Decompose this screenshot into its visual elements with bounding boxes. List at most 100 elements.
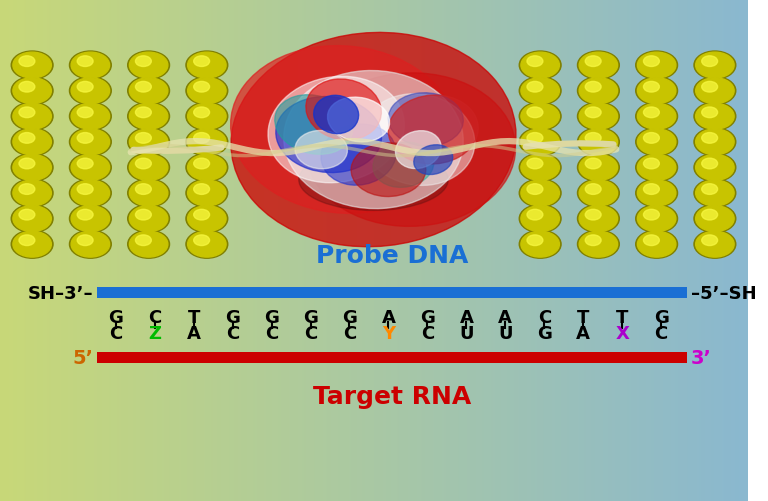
Circle shape — [752, 103, 768, 131]
Circle shape — [71, 104, 110, 130]
Circle shape — [127, 154, 170, 182]
Circle shape — [127, 78, 170, 106]
Circle shape — [135, 133, 151, 144]
Circle shape — [702, 108, 717, 118]
Circle shape — [754, 130, 768, 155]
Circle shape — [521, 206, 559, 232]
Ellipse shape — [414, 145, 453, 175]
Circle shape — [702, 133, 717, 144]
Circle shape — [578, 205, 619, 233]
Circle shape — [760, 57, 768, 67]
Circle shape — [521, 130, 559, 155]
Text: C: C — [538, 309, 551, 327]
Text: C: C — [148, 309, 161, 327]
Circle shape — [585, 210, 601, 220]
Circle shape — [194, 235, 210, 246]
Circle shape — [696, 104, 734, 130]
Ellipse shape — [389, 94, 463, 147]
Ellipse shape — [230, 47, 457, 214]
Circle shape — [19, 184, 35, 195]
Ellipse shape — [313, 96, 359, 134]
Ellipse shape — [351, 143, 425, 197]
Circle shape — [69, 230, 111, 259]
Circle shape — [13, 206, 51, 232]
Circle shape — [194, 57, 210, 67]
Circle shape — [637, 130, 676, 155]
Circle shape — [754, 206, 768, 232]
Circle shape — [702, 159, 717, 169]
Circle shape — [13, 181, 51, 206]
Bar — [97, 288, 687, 299]
Circle shape — [135, 82, 151, 93]
Ellipse shape — [231, 34, 516, 247]
Circle shape — [187, 232, 226, 258]
Circle shape — [519, 230, 561, 259]
Circle shape — [13, 155, 51, 181]
Circle shape — [135, 159, 151, 169]
Circle shape — [578, 154, 619, 182]
Circle shape — [194, 159, 210, 169]
Circle shape — [637, 104, 676, 130]
Text: A: A — [459, 309, 473, 327]
Circle shape — [696, 130, 734, 155]
Circle shape — [71, 53, 110, 79]
Circle shape — [702, 235, 717, 246]
Text: A: A — [187, 325, 200, 343]
Circle shape — [194, 108, 210, 118]
Text: A: A — [576, 325, 590, 343]
Circle shape — [585, 235, 601, 246]
Circle shape — [12, 230, 53, 259]
Ellipse shape — [306, 74, 515, 227]
Circle shape — [754, 181, 768, 206]
Text: U: U — [498, 325, 512, 343]
Circle shape — [585, 57, 601, 67]
Circle shape — [521, 232, 559, 258]
Ellipse shape — [268, 77, 404, 183]
Circle shape — [12, 103, 53, 131]
Circle shape — [186, 129, 228, 157]
Circle shape — [127, 179, 170, 207]
Circle shape — [13, 232, 51, 258]
Circle shape — [696, 206, 734, 232]
Circle shape — [521, 181, 559, 206]
Circle shape — [519, 78, 561, 106]
Text: C: C — [265, 325, 278, 343]
Circle shape — [636, 78, 677, 106]
Circle shape — [12, 154, 53, 182]
Circle shape — [127, 230, 170, 259]
Circle shape — [585, 159, 601, 169]
Circle shape — [578, 129, 619, 157]
Circle shape — [527, 235, 543, 246]
Circle shape — [12, 129, 53, 157]
Circle shape — [636, 179, 677, 207]
Circle shape — [12, 78, 53, 106]
Circle shape — [129, 206, 168, 232]
Circle shape — [694, 103, 736, 131]
Text: Y: Y — [382, 325, 395, 343]
Circle shape — [694, 52, 736, 80]
Bar — [97, 353, 687, 364]
Text: G: G — [264, 309, 279, 327]
Circle shape — [187, 130, 226, 155]
Circle shape — [13, 79, 51, 104]
Circle shape — [129, 181, 168, 206]
Circle shape — [637, 79, 676, 104]
Text: G: G — [303, 309, 318, 327]
Circle shape — [579, 181, 617, 206]
Text: X: X — [615, 325, 629, 343]
Circle shape — [186, 205, 228, 233]
Circle shape — [187, 181, 226, 206]
Circle shape — [527, 82, 543, 93]
Circle shape — [696, 79, 734, 104]
Text: C: C — [226, 325, 240, 343]
Circle shape — [519, 129, 561, 157]
Circle shape — [754, 232, 768, 258]
Circle shape — [519, 154, 561, 182]
Circle shape — [636, 52, 677, 80]
Circle shape — [760, 235, 768, 246]
Circle shape — [696, 181, 734, 206]
Text: G: G — [108, 309, 123, 327]
Circle shape — [694, 129, 736, 157]
Circle shape — [527, 57, 543, 67]
Circle shape — [129, 104, 168, 130]
